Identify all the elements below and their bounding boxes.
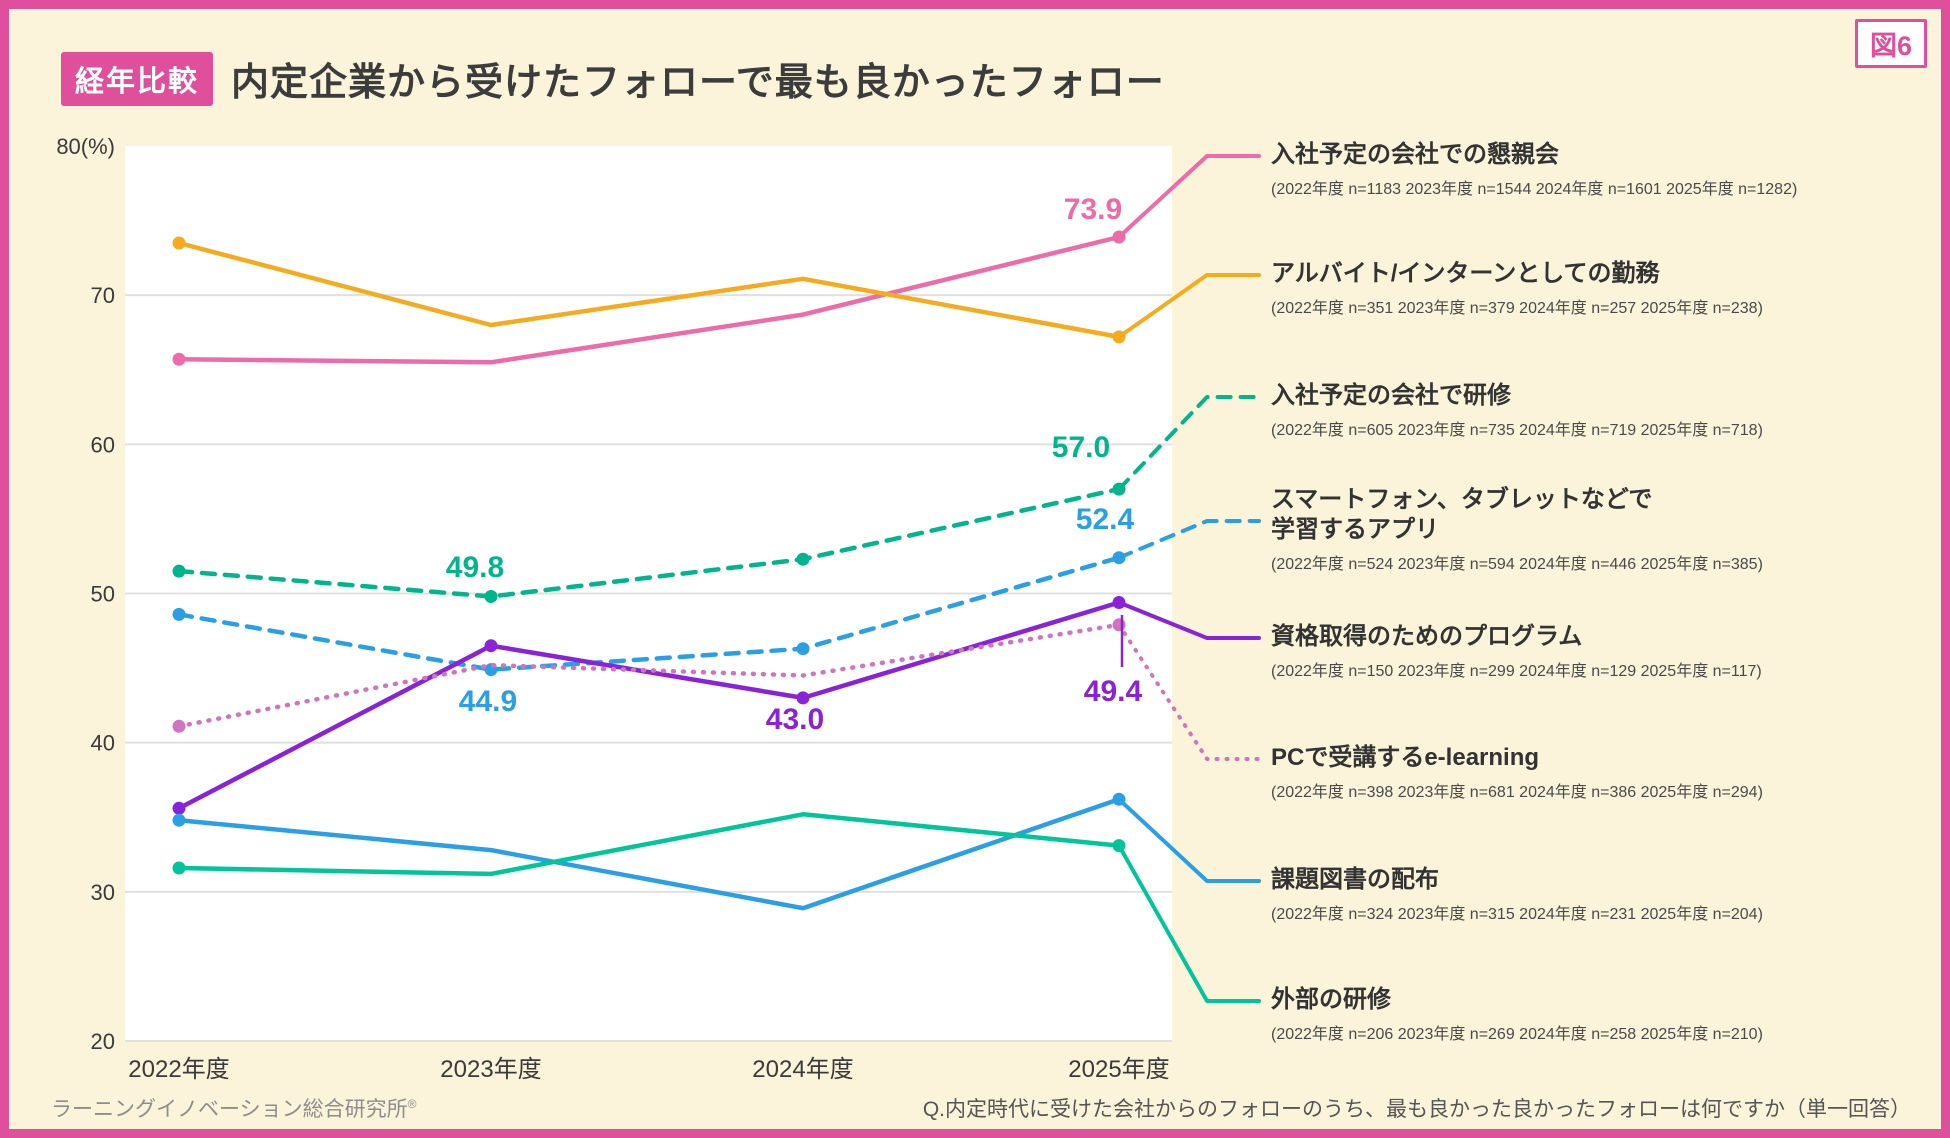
data-point [1112, 792, 1126, 806]
data-point [1112, 230, 1126, 244]
y-tick-label: 70 [91, 283, 115, 308]
line-chart: 20 30 40 50 60 70 80(%) 2022年度 2023年度 2024年度 2025年… [9, 9, 1941, 1129]
survey-question: Q.内定時代に受けた会社からのフォローのうち、最も良かった良かったフォローは何で… [922, 1098, 1911, 1121]
data-point [172, 719, 186, 733]
point-value-label: 43.0 [766, 703, 824, 736]
data-point [484, 590, 498, 603]
series-line-6 [176, 797, 1122, 911]
point-value-label: 73.9 [1064, 193, 1122, 226]
data-point [1112, 596, 1126, 609]
x-tick-label: 2022年度 [128, 1056, 229, 1083]
data-point [172, 564, 186, 578]
data-point [172, 813, 186, 827]
data-point [1112, 482, 1126, 496]
x-tick-label: 2023年度 [440, 1056, 541, 1083]
point-value-label: 52.4 [1076, 503, 1135, 536]
source-name: ラーニングイノベーション総合研究所 [51, 1098, 408, 1121]
data-point [796, 691, 810, 705]
data-point [172, 236, 186, 250]
data-point [172, 607, 186, 621]
comparison-badge: 経年比較 [61, 51, 214, 106]
legend-connector-6 [1117, 797, 1261, 883]
series-line-5 [176, 622, 1122, 729]
point-value-label: 49.4 [1084, 675, 1143, 708]
data-point [172, 801, 186, 815]
data-point [172, 861, 186, 875]
series-line-7 [176, 812, 1122, 877]
series-line-2 [176, 486, 1122, 599]
legend-connector-2 [1117, 395, 1261, 492]
data-point [1112, 618, 1126, 632]
data-point [1112, 330, 1126, 344]
data-point [1112, 839, 1126, 853]
series-line-0 [176, 234, 1122, 365]
y-tick-label: 80(%) [56, 134, 115, 159]
legend-connector-5 [1117, 622, 1261, 761]
legend-connector-0 [1117, 154, 1261, 239]
data-point [796, 552, 810, 566]
data-point [172, 352, 186, 366]
page-title: 内定企業から受けたフォローで最も良かったフォロー [231, 62, 1165, 104]
series-line-3 [176, 555, 1122, 672]
legend-connector-4 [1117, 600, 1261, 640]
legend-connector-7 [1117, 843, 1261, 1003]
x-tick-label: 2024年度 [752, 1056, 853, 1083]
header: 経年比較 内定企業から受けたフォローで最も良かったフォロー [61, 51, 1165, 106]
y-tick-label: 60 [91, 432, 115, 457]
chart-canvas: 20 30 40 50 60 70 80(%) 2022年度 2023年度 2024年度 2025年… [56, 134, 1261, 1083]
figure-number-badge: 図6 [1854, 19, 1927, 68]
data-point [796, 642, 810, 656]
y-tick-label: 20 [91, 1029, 115, 1054]
series-line-1 [176, 240, 1122, 340]
x-tick-label: 2025年度 [1068, 1056, 1169, 1083]
point-value-label: 44.9 [459, 685, 517, 718]
point-value-label: 57.0 [1052, 431, 1110, 464]
registered-trademark-icon: ® [407, 1097, 417, 1111]
data-point [484, 639, 498, 653]
legend-connector-3 [1117, 519, 1261, 560]
y-tick-label: 30 [91, 880, 115, 905]
legend-connector-1 [1117, 273, 1261, 339]
source-logo: ラーニングイノベーション総合研究所® [51, 1093, 416, 1123]
y-tick-label: 40 [91, 731, 115, 756]
data-point [1112, 551, 1126, 565]
y-tick-label: 50 [91, 582, 115, 607]
point-value-label: 49.8 [446, 551, 504, 584]
